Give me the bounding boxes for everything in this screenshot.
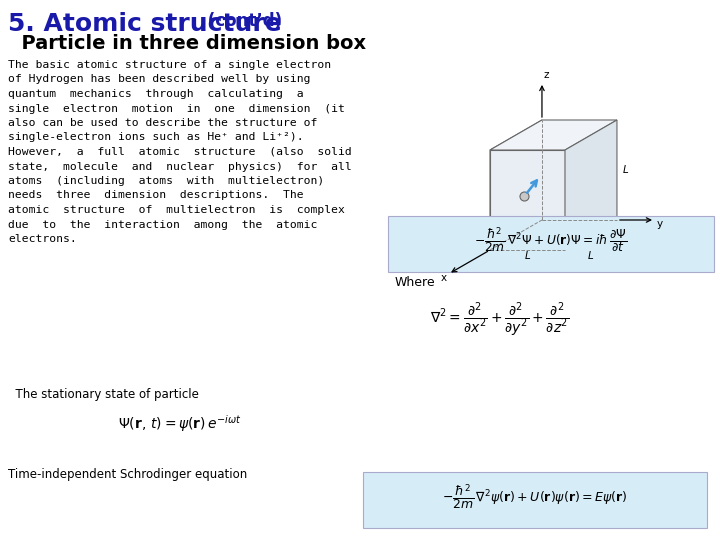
Text: $-\dfrac{\hbar^2}{2m}\,\nabla^2\psi(\mathbf{r})+U(\mathbf{r})\psi(\mathbf{r})=E\: $-\dfrac{\hbar^2}{2m}\,\nabla^2\psi(\mat… <box>442 482 628 511</box>
Polygon shape <box>490 120 617 150</box>
Text: Where: Where <box>395 276 436 289</box>
Text: due  to  the  interaction  among  the  atomic: due to the interaction among the atomic <box>8 219 318 230</box>
Text: Particle in three dimension box: Particle in three dimension box <box>8 34 366 53</box>
Text: L: L <box>525 251 531 261</box>
Text: (cont’d): (cont’d) <box>202 12 282 30</box>
Polygon shape <box>490 120 542 250</box>
FancyBboxPatch shape <box>388 216 714 272</box>
Text: L: L <box>588 251 594 261</box>
FancyBboxPatch shape <box>363 472 707 528</box>
Text: needs  three  dimension  descriptions.  The: needs three dimension descriptions. The <box>8 191 304 200</box>
Text: The stationary state of particle: The stationary state of particle <box>8 388 199 401</box>
Text: $\Psi(\mathbf{r},\,t)=\psi(\mathbf{r})\,e^{-i\omega t}$: $\Psi(\mathbf{r},\,t)=\psi(\mathbf{r})\,… <box>118 413 242 434</box>
Text: electrons.: electrons. <box>8 234 77 244</box>
Text: y: y <box>657 219 663 229</box>
Text: of Hydrogen has been described well by using: of Hydrogen has been described well by u… <box>8 75 310 84</box>
Text: 5. Atomic structure: 5. Atomic structure <box>8 12 282 36</box>
Text: $\nabla^2=\dfrac{\partial^2}{\partial x^2}+\dfrac{\partial^2}{\partial y^2}+\dfr: $\nabla^2=\dfrac{\partial^2}{\partial x^… <box>430 300 570 339</box>
Text: L: L <box>623 165 629 175</box>
Text: also can be used to describe the structure of: also can be used to describe the structu… <box>8 118 318 128</box>
Text: single-electron ions such as He⁺ and Li⁺²).: single-electron ions such as He⁺ and Li⁺… <box>8 132 304 143</box>
Text: atoms  (including  atoms  with  multielectron): atoms (including atoms with multielectro… <box>8 176 324 186</box>
Text: The basic atomic structure of a single electron: The basic atomic structure of a single e… <box>8 60 331 70</box>
Text: $-\dfrac{\hbar^2}{2m}\,\nabla^2\Psi+U(\mathbf{r})\Psi=i\hbar\,\dfrac{\partial\Ps: $-\dfrac{\hbar^2}{2m}\,\nabla^2\Psi+U(\m… <box>474 226 628 255</box>
Text: Time-independent Schrodinger equation: Time-independent Schrodinger equation <box>8 468 247 481</box>
Text: state,  molecule  and  nuclear  physics)  for  all: state, molecule and nuclear physics) for… <box>8 161 352 172</box>
Text: quantum  mechanics  through  calculating  a: quantum mechanics through calculating a <box>8 89 304 99</box>
Text: z: z <box>544 70 549 80</box>
Polygon shape <box>490 150 565 250</box>
Text: atomic  structure  of  multielectron  is  complex: atomic structure of multielectron is com… <box>8 205 345 215</box>
Text: x: x <box>441 273 446 283</box>
Text: single  electron  motion  in  one  dimension  (it: single electron motion in one dimension … <box>8 104 345 113</box>
Polygon shape <box>565 120 617 250</box>
Text: However,  a  full  atomic  structure  (also  solid: However, a full atomic structure (also s… <box>8 147 352 157</box>
